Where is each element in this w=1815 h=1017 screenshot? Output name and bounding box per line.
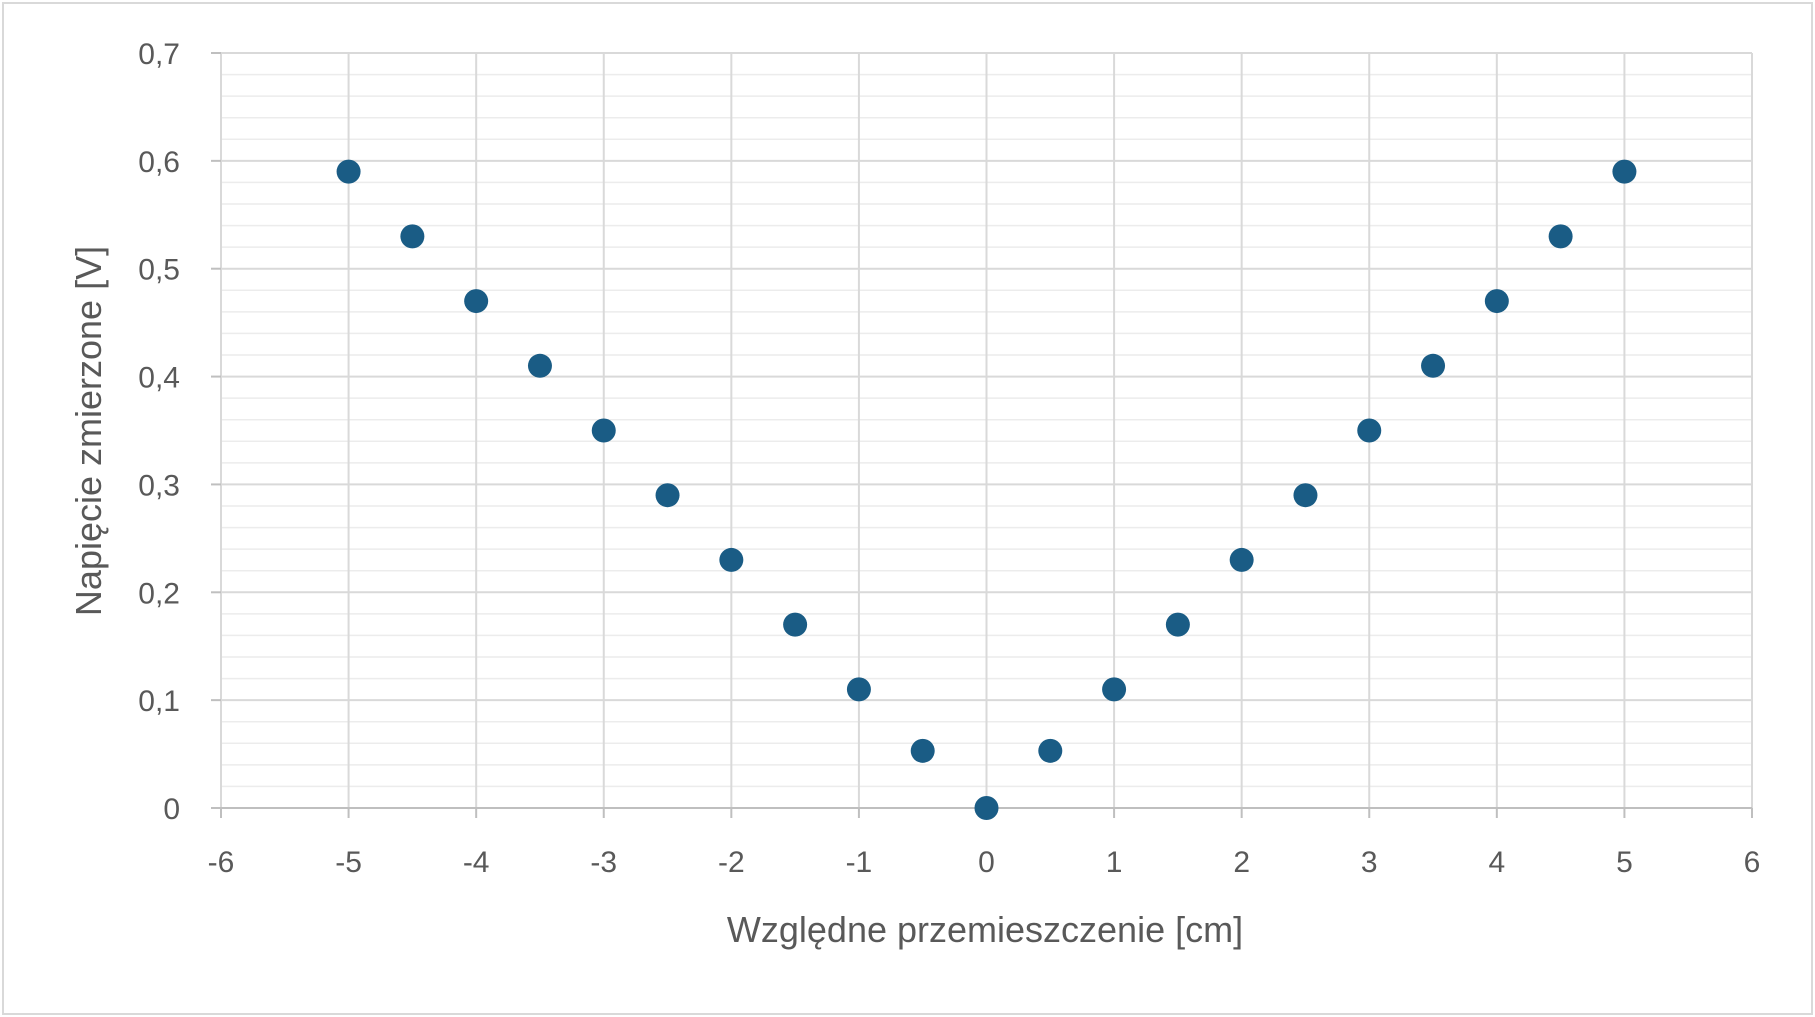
y-tick-label: 0,2 [138,577,180,610]
data-point [336,159,361,184]
data-point [1293,483,1318,508]
x-tick-label: 0 [978,846,995,879]
x-tick-label: 1 [1106,846,1123,879]
data-point [527,353,552,378]
x-tick-label: 3 [1361,846,1378,879]
x-tick-label: -2 [718,846,745,879]
data-point [655,483,680,508]
data-point [400,224,425,249]
data-point [1165,612,1190,637]
data-point [1102,677,1127,702]
data-point [464,289,489,314]
y-tick-label: 0,6 [138,146,180,179]
x-tick-label: 5 [1616,846,1633,879]
data-point [1038,738,1063,763]
y-tick-label: 0,1 [138,685,180,718]
data-point [591,418,616,443]
data-point [910,738,935,763]
x-axis-title: Względne przemieszczenie [cm] [727,909,1243,950]
data-point [719,547,744,572]
y-tick-label: 0,4 [138,362,180,395]
data-point [1612,159,1637,184]
y-tick-labels: 0 0,1 0,2 0,3 0,4 0,5 0,6 0,7 [138,38,180,826]
x-tick-label: -4 [463,846,490,879]
data-point [846,677,871,702]
x-tick-label: -1 [846,846,873,879]
y-tick-label: 0,5 [138,254,180,287]
data-point [974,796,999,820]
x-tick-label: -3 [590,846,617,879]
x-tick-label: -5 [335,846,362,879]
data-point [1421,353,1446,378]
x-tick-label: -6 [208,846,235,879]
data-points [336,159,1637,820]
axes [211,52,1753,818]
data-point [1357,418,1382,443]
major-gridlines [220,52,1753,808]
y-tick-label: 0 [163,793,180,826]
x-tick-labels: -6 -5 -4 -3 -2 -1 0 1 2 3 4 5 6 [208,846,1761,879]
data-point [1229,547,1254,572]
y-tick-label: 0,7 [138,38,180,71]
x-tick-label: 6 [1744,846,1761,879]
y-tick-label: 0,3 [138,469,180,502]
data-point [783,612,808,637]
x-tick-label: 4 [1488,846,1505,879]
y-axis-title: Napięcie zmierzone [V] [68,246,109,616]
x-tick-label: 2 [1233,846,1250,879]
data-point [1548,224,1573,249]
data-point [1484,289,1509,314]
